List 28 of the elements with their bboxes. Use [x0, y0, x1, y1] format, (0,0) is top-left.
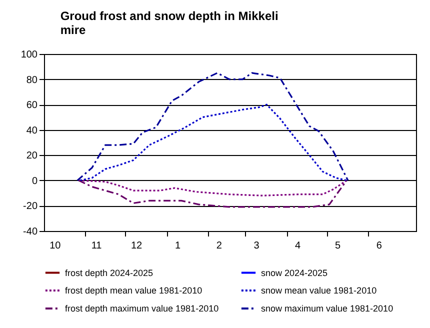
y-tick-label: -20: [23, 201, 38, 212]
legend-label: frost depth 2024-2025: [65, 268, 154, 278]
x-tick-label: 12: [130, 240, 142, 252]
y-tick-label: 0: [32, 176, 38, 187]
legend-label: snow maximum value 1981-2010: [261, 304, 394, 314]
x-tick-label: 6: [376, 240, 382, 252]
y-tick-label: 20: [26, 150, 38, 162]
legend-label: snow 2024-2025: [261, 268, 328, 278]
line-series: [79, 104, 348, 182]
y-tick-label: 100: [20, 50, 38, 60]
y-tick-label: -40: [23, 226, 38, 238]
legend-label: frost depth mean value 1981-2010: [65, 286, 202, 296]
chart-title: Groud frost and snow depth in Mikkeli mire: [60, 9, 278, 37]
y-tick-label: 80: [26, 74, 38, 86]
x-tick-label: 1: [175, 240, 182, 252]
x-tick-label: 10: [50, 240, 62, 252]
x-tick-label: 4: [295, 240, 302, 252]
line-series: [76, 72, 349, 182]
legend-label: frost depth maximum value 1981-2010: [65, 304, 219, 314]
legend-label: snow mean value 1981-2010: [261, 286, 377, 296]
y-tick-label: 60: [26, 100, 38, 112]
line-series: [78, 180, 348, 208]
x-tick-label: 5: [335, 240, 342, 252]
x-tick-label: 3: [254, 240, 260, 252]
x-tick-label: 2: [216, 240, 222, 252]
y-tick-label: 40: [26, 125, 38, 136]
x-tick-label: 11: [91, 240, 102, 252]
line-series: [78, 180, 348, 196]
